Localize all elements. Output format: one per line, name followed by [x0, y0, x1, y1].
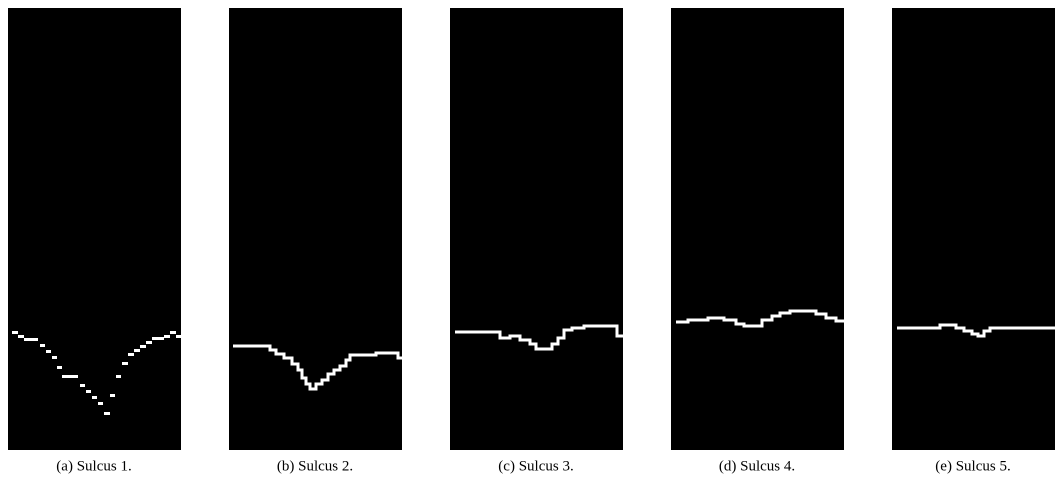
caption: (b) Sulcus 2. [277, 458, 353, 474]
caption: (c) Sulcus 3. [498, 458, 573, 474]
caption: (a) Sulcus 1. [56, 458, 131, 474]
figure: (a) Sulcus 1. (b) Sulcus 2. (c) Sulcus 3… [0, 0, 1055, 480]
panel-2 [229, 8, 402, 450]
panel-background [892, 8, 1055, 450]
panel-background [450, 8, 623, 450]
panel-4 [671, 8, 844, 450]
panel-1 [8, 8, 181, 450]
panel-background [8, 8, 181, 450]
panel-3 [450, 8, 623, 450]
caption: (e) Sulcus 5. [935, 458, 1010, 474]
panel-5 [892, 8, 1055, 450]
caption: (d) Sulcus 4. [719, 458, 795, 474]
panel-background [671, 8, 844, 450]
